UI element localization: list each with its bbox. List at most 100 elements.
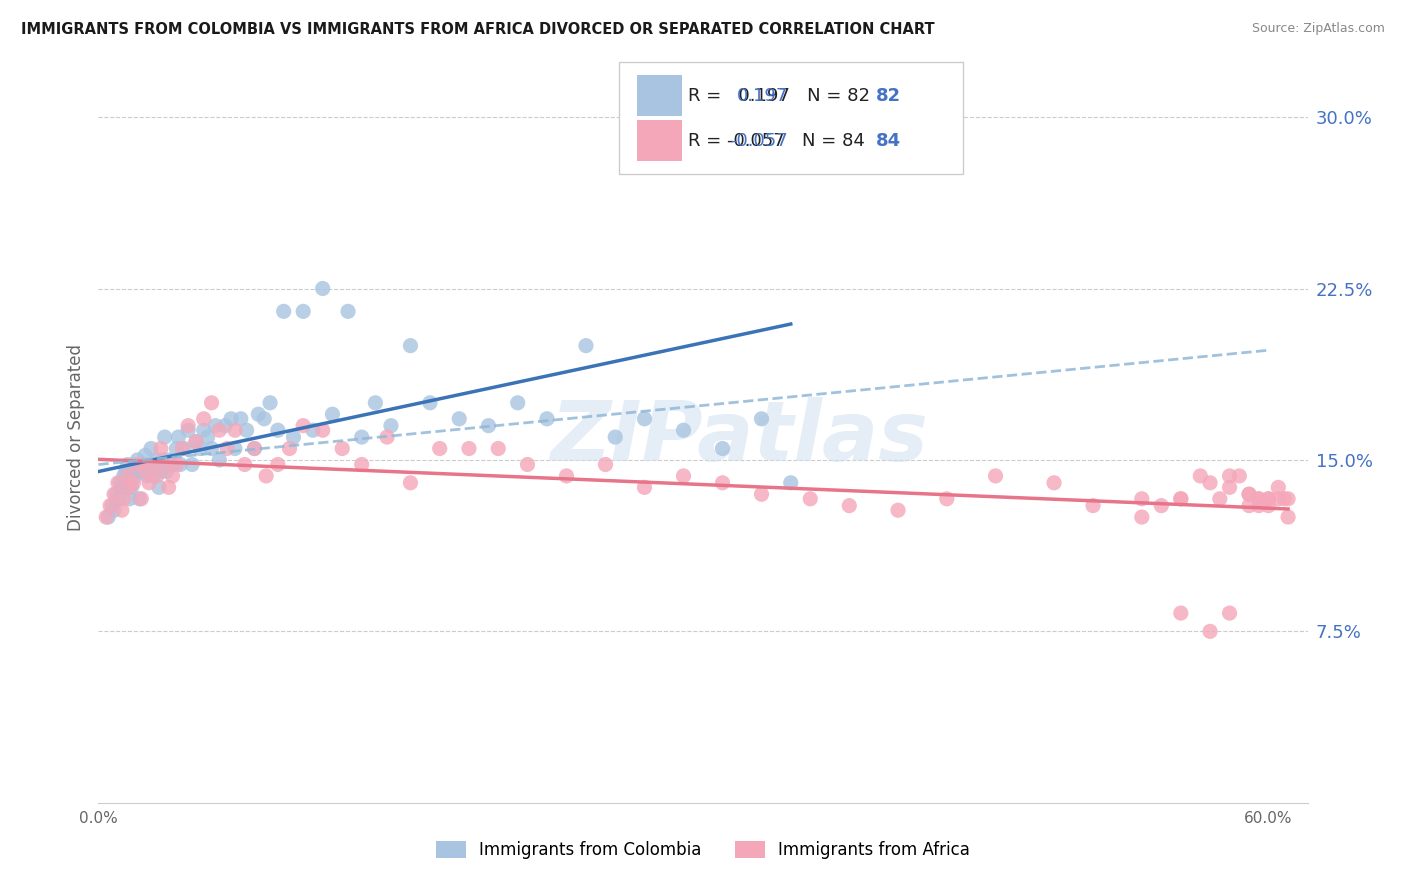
Point [273,304,295,318]
Point [153,430,176,444]
Point [1237,487,1260,501]
Point [101,499,124,513]
Text: Source: ZipAtlas.com: Source: ZipAtlas.com [1251,22,1385,36]
Point [672,423,695,437]
Point [1130,510,1153,524]
Point [312,423,335,437]
Point [243,442,266,456]
Point [167,430,190,444]
Point [350,458,373,472]
Point [633,412,655,426]
Point [243,442,266,456]
Point [330,442,353,456]
Point [114,464,136,478]
Legend: Immigrants from Colombia, Immigrants from Africa: Immigrants from Colombia, Immigrants fro… [427,833,979,868]
Point [711,442,734,456]
Point [633,480,655,494]
Point [254,469,277,483]
Point [117,458,139,472]
Point [131,491,153,506]
Text: 84: 84 [876,132,901,150]
Point [233,458,256,472]
Point [380,418,402,433]
Point [162,469,184,483]
Point [142,469,165,483]
Point [458,442,481,456]
Point [516,458,538,472]
Point [1043,475,1066,490]
Point [887,503,910,517]
Point [132,458,155,472]
Point [1199,475,1222,490]
Point [1257,491,1279,506]
Point [321,407,343,421]
Point [136,469,159,483]
Point [214,418,236,433]
Point [1189,469,1212,483]
Point [139,442,162,456]
Point [1257,491,1279,506]
Point [375,430,398,444]
Point [267,458,290,472]
Point [350,430,373,444]
Point [138,475,160,490]
Point [127,458,149,472]
Point [111,480,134,494]
Point [399,475,422,490]
Point [148,480,170,494]
Point [200,442,222,456]
Point [165,442,187,456]
Point [399,338,422,352]
Point [217,442,239,456]
Point [935,491,957,506]
Point [169,458,191,472]
Point [1227,469,1250,483]
Point [193,423,215,437]
Text: R = -0.057   N = 84: R = -0.057 N = 84 [688,132,865,150]
Point [477,418,499,433]
Point [200,396,222,410]
Text: 82: 82 [876,87,901,104]
Point [193,412,215,426]
Point [112,469,135,483]
Point [149,464,172,478]
Point [672,469,695,483]
Point [208,423,231,437]
Point [208,453,231,467]
Point [121,480,143,494]
Point [1247,491,1270,506]
Point [1081,499,1104,513]
Point [173,442,195,456]
Point [157,453,180,467]
Text: R =   0.197   N = 82: R = 0.197 N = 82 [688,87,869,104]
Point [1267,480,1289,494]
Point [181,458,204,472]
Point [838,499,860,513]
Point [247,407,270,421]
Point [219,412,242,426]
Point [118,480,141,494]
Point [1257,499,1279,513]
Point [292,304,315,318]
Point [595,458,617,472]
Point [292,418,315,433]
Point [122,471,145,485]
Point [107,491,129,506]
Point [449,412,471,426]
Point [605,430,627,444]
Point [259,396,281,410]
Point [769,121,792,136]
Point [283,430,305,444]
Point [142,458,165,472]
Point [486,442,509,456]
Point [751,412,773,426]
Point [1209,491,1232,506]
Point [149,442,172,456]
Point [131,464,153,478]
Point [118,491,141,506]
Point [124,458,146,472]
Point [224,423,246,437]
Point [184,434,207,449]
Point [799,491,821,506]
Point [104,487,127,501]
